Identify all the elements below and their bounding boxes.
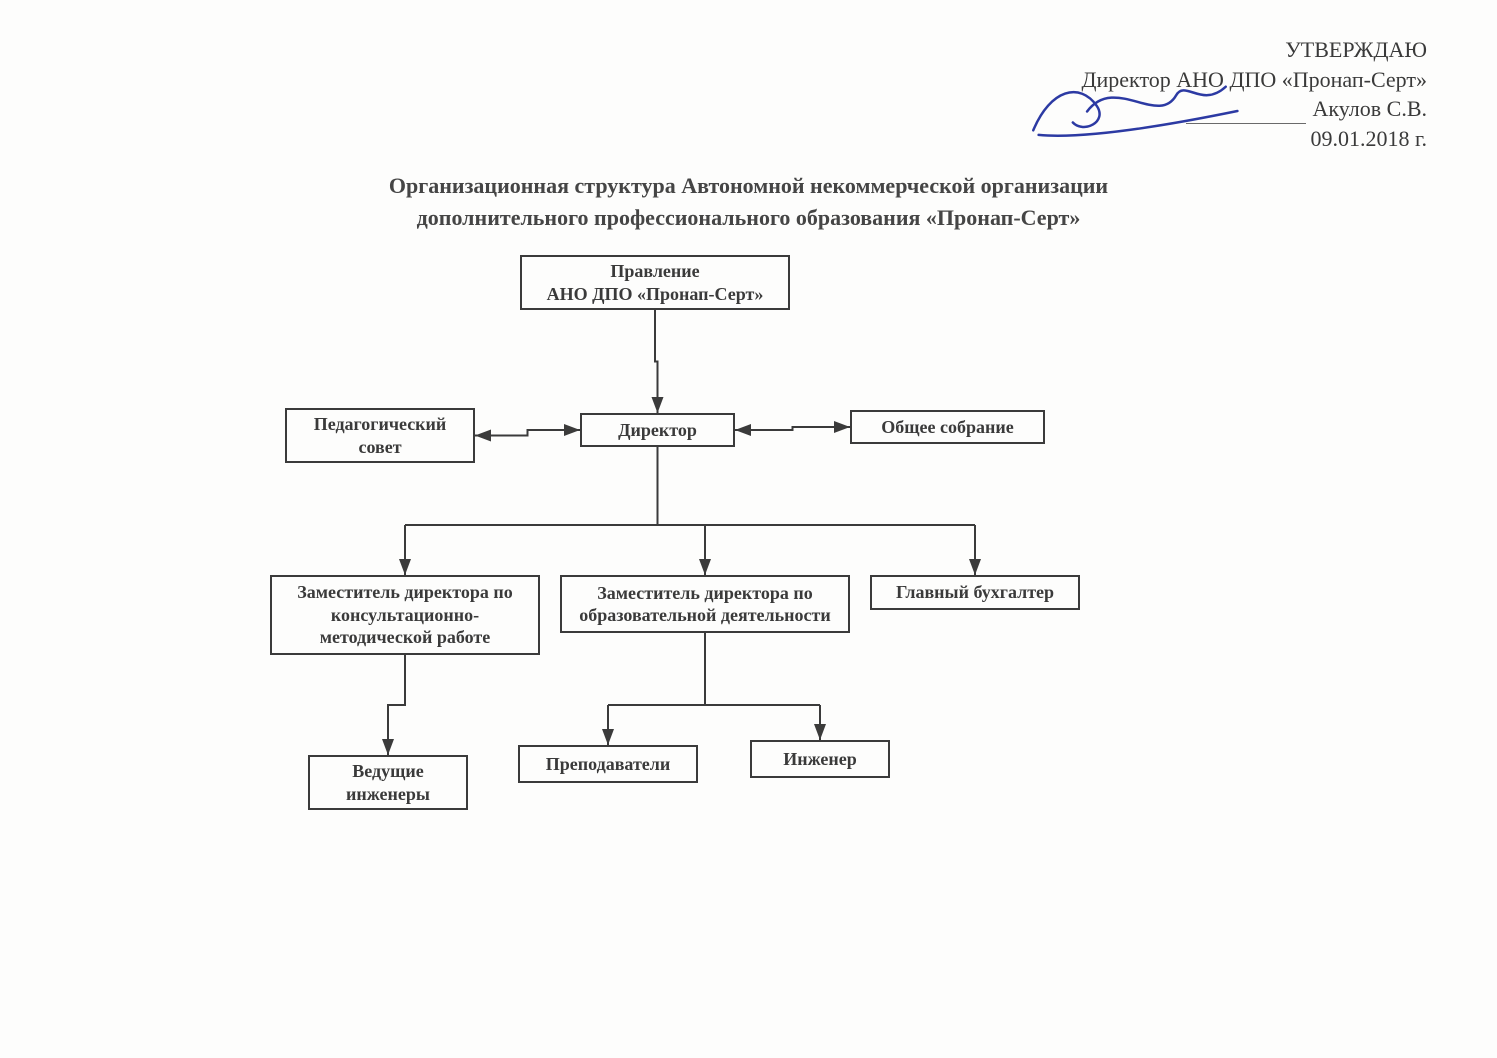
approval-date: 09.01.2018 г. [1082,124,1427,154]
page: УТВЕРЖДАЮ Директор АНО ДПО «Пронап-Серт»… [0,0,1497,1058]
node-accountant: Главный бухгалтер [870,575,1080,610]
node-dep_consult: Заместитель директора поконсультационно-… [270,575,540,655]
approval-block: УТВЕРЖДАЮ Директор АНО ДПО «Пронап-Серт»… [1082,35,1427,154]
document-title: Организационная структура Автономной нек… [0,170,1497,234]
node-board: ПравлениеАНО ДПО «Пронап-Серт» [520,255,790,310]
node-pedsovet: Педагогическийсовет [285,408,475,463]
node-teachers: Преподаватели [518,745,698,783]
node-engineer: Инженер [750,740,890,778]
title-line-1: Организационная структура Автономной нек… [0,170,1497,202]
title-line-2: дополнительного профессионального образо… [0,202,1497,234]
approval-org: Директор АНО ДПО «Пронап-Серт» [1082,65,1427,95]
approval-name: Акулов С.В. [1312,96,1427,121]
approval-title: УТВЕРЖДАЮ [1082,35,1427,65]
node-lead_eng: Ведущиеинженеры [308,755,468,810]
org-chart: ПравлениеАНО ДПО «Пронап-Серт» Педагогиче… [260,255,1180,855]
node-dep_edu: Заместитель директора пообразовательной … [560,575,850,633]
node-assembly: Общее собрание [850,410,1045,444]
approval-signature-line: Акулов С.В. [1082,94,1427,124]
node-director: Директор [580,413,735,447]
